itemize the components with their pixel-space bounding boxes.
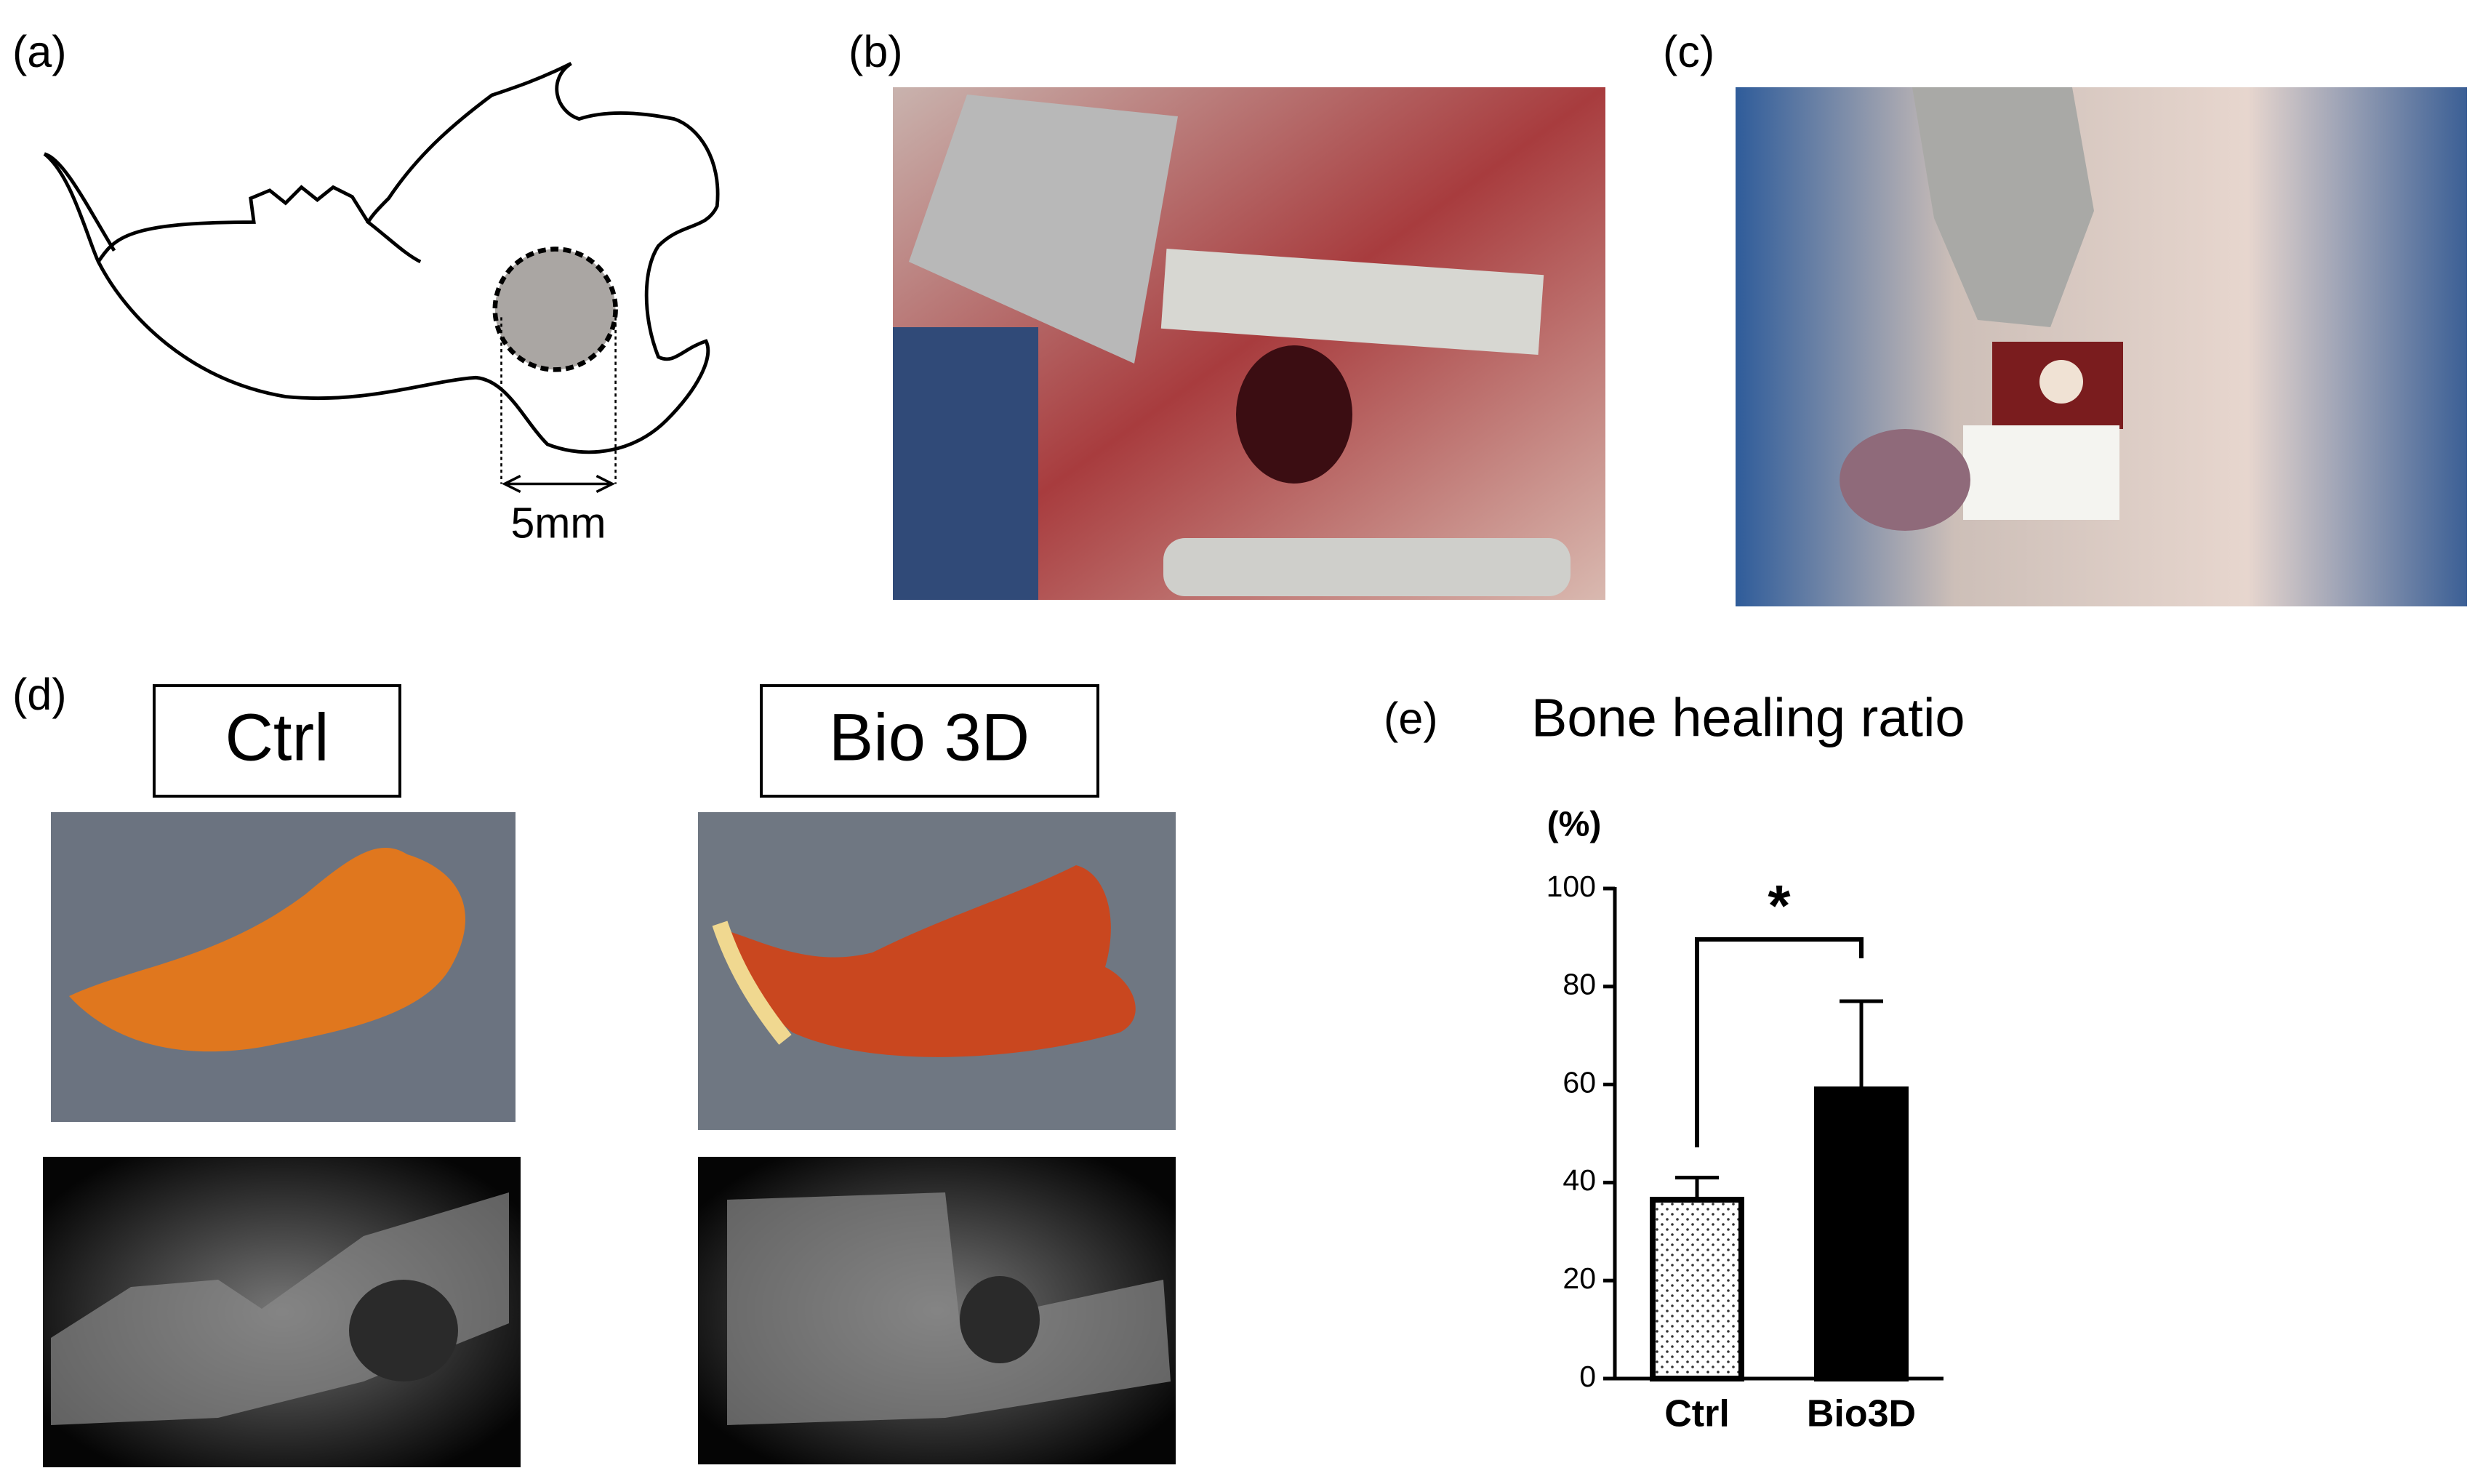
ct-image <box>698 1157 1176 1464</box>
y-axis-label: (%) <box>1547 806 1602 844</box>
group-label: Bio 3D <box>829 700 1030 774</box>
bar <box>1814 1086 1909 1381</box>
group-label: Ctrl <box>225 700 329 774</box>
chart-title: Bone healing ratio <box>1531 688 1965 748</box>
significance-bracket <box>1695 937 1864 1147</box>
x-tick-label: Ctrl <box>1664 1393 1730 1435</box>
panel-label: (a) <box>12 27 67 76</box>
jaw-drawing <box>43 62 720 493</box>
panel-label: (c) <box>1663 27 1714 76</box>
bar <box>1650 1196 1744 1381</box>
y-tick-label: 40 <box>1563 1163 1596 1197</box>
y-tick-label: 60 <box>1563 1065 1596 1099</box>
specimen-photo <box>698 812 1176 1130</box>
panel-label: (d) <box>12 670 67 719</box>
y-tick-label: 80 <box>1563 968 1596 1001</box>
panel-label: (e) <box>1384 694 1438 743</box>
group-box <box>760 684 1099 798</box>
ct-image <box>43 1157 521 1467</box>
group-box <box>153 684 401 798</box>
y-tick-label: 100 <box>1547 870 1596 903</box>
significance-marker: * <box>1768 873 1791 938</box>
specimen-photo <box>51 812 516 1122</box>
surgery-photo <box>1736 87 2467 606</box>
panel-label: (b) <box>849 27 903 76</box>
surgery-photo <box>893 87 1605 600</box>
y-tick-label: 20 <box>1563 1262 1596 1295</box>
x-tick-label: Bio3D <box>1807 1393 1916 1435</box>
y-tick-label: 0 <box>1579 1360 1596 1393</box>
scale-label: 5mm <box>510 500 606 548</box>
